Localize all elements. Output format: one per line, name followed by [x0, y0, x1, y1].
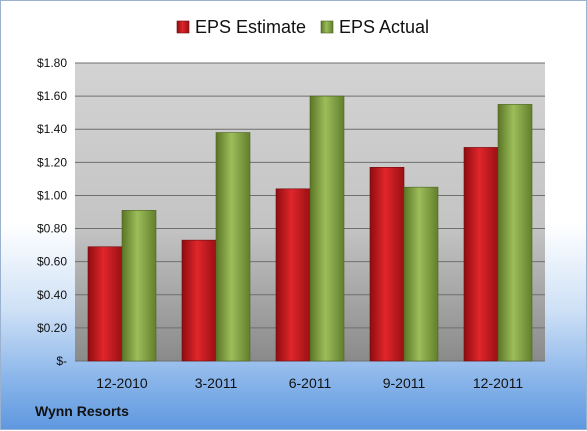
bar-eps-actual — [497, 104, 533, 362]
y-tick-label: $- — [56, 354, 67, 368]
x-axis-categories: 12-2010 3-2011 6-2011 9-2011 12-2011 — [96, 375, 523, 391]
y-tick-label: $1.80 — [37, 56, 67, 70]
bar-eps-actual — [403, 186, 439, 362]
x-category-label: 12-2011 — [473, 375, 524, 391]
y-axis-ticks: $- $0.20 $0.40 $0.60 $0.80 $1.00 $1.20 $1.40 $1.… — [37, 56, 67, 368]
x-category-label: 12-2010 — [96, 375, 148, 391]
x-category-label: 9-2011 — [383, 375, 426, 391]
legend-estimate-label: EPS Estimate — [195, 17, 306, 37]
y-tick-label: $1.40 — [37, 122, 67, 136]
bar-eps-estimate — [463, 147, 499, 362]
bar-eps-actual — [309, 95, 345, 362]
legend-actual-label: EPS Actual — [339, 17, 429, 37]
y-tick-label: $0.40 — [37, 288, 67, 302]
bars — [87, 95, 533, 362]
legend-estimate-swatch — [176, 20, 190, 34]
company-name: Wynn Resorts — [35, 403, 129, 419]
y-tick-label: $1.20 — [37, 155, 67, 169]
y-tick-label: $0.60 — [37, 255, 67, 269]
x-category-label: 3-2011 — [195, 375, 238, 391]
bar-eps-actual — [121, 210, 157, 362]
bar-eps-actual — [215, 132, 251, 362]
legend-actual-swatch — [320, 20, 334, 34]
y-tick-label: $0.20 — [37, 321, 67, 335]
bar-eps-estimate — [87, 246, 123, 362]
y-tick-label: $1.60 — [37, 89, 67, 103]
y-tick-label: $0.80 — [37, 222, 67, 236]
x-category-label: 6-2011 — [289, 375, 332, 391]
bar-eps-estimate — [275, 188, 311, 362]
bar-eps-estimate — [181, 239, 217, 362]
y-tick-label: $1.00 — [37, 188, 67, 202]
bar-eps-estimate — [369, 167, 405, 362]
legend: EPS Estimate EPS Actual — [176, 17, 429, 37]
